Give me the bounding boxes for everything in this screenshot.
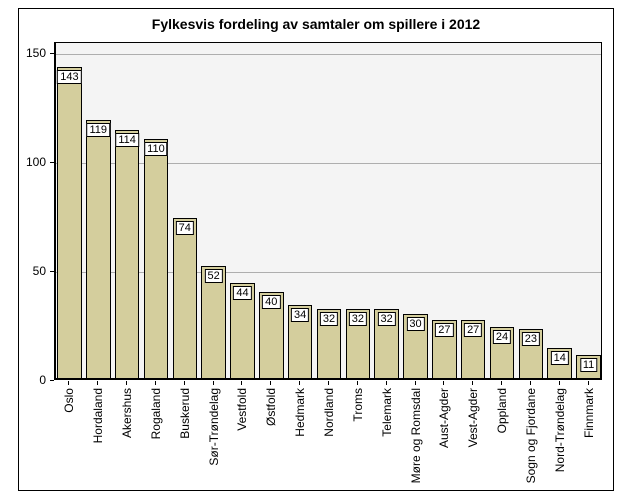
bar-value-label: 114	[115, 133, 139, 147]
bar: 27	[432, 320, 457, 379]
x-tick	[241, 381, 242, 385]
x-tick-label: Sør-Trøndelag	[207, 388, 221, 466]
x-tick-label: Hordaland	[91, 388, 105, 443]
bar-value-label: 24	[493, 330, 511, 344]
y-tick	[50, 53, 54, 54]
bar: 30	[403, 314, 428, 379]
x-tick	[501, 381, 502, 385]
y-tick-label: 100	[0, 155, 46, 169]
bar: 24	[490, 327, 515, 379]
plot-area: 143 119 114 110 74 52 44 40 34 32 32 32 30 27 27 24 23 14…	[54, 42, 602, 380]
x-tick	[530, 381, 531, 385]
x-tick	[357, 381, 358, 385]
x-tick-label: Oslo	[62, 388, 76, 413]
bar: 114	[115, 130, 140, 379]
x-tick-label: Vestfold	[235, 388, 249, 431]
bar: 119	[86, 120, 111, 379]
bar-value-label: 11	[580, 358, 597, 372]
y-tick-label: 150	[0, 46, 46, 60]
x-tick	[328, 381, 329, 385]
bar: 44	[230, 283, 255, 379]
bar-value-label: 27	[435, 323, 453, 337]
x-tick-label: Nordland	[322, 388, 336, 437]
x-tick-label: Aust-Agder	[437, 388, 451, 448]
x-tick	[472, 381, 473, 385]
x-tick	[415, 381, 416, 385]
x-tick-label: Nord-Trøndelag	[553, 388, 567, 472]
bar-value-label: 32	[349, 312, 367, 326]
x-tick	[184, 381, 185, 385]
bar-value-label: 119	[86, 123, 110, 137]
x-axis-line	[55, 378, 601, 379]
x-tick	[559, 381, 560, 385]
bar-value-label: 34	[291, 308, 309, 322]
bar-value-label: 14	[551, 351, 569, 365]
bar-value-label: 74	[176, 221, 194, 235]
bar: 74	[173, 218, 198, 379]
bar: 14	[547, 348, 572, 379]
x-tick	[68, 381, 69, 385]
x-tick	[155, 381, 156, 385]
bar: 27	[461, 320, 486, 379]
x-tick	[588, 381, 589, 385]
y-axis-line	[55, 43, 56, 379]
bar-value-label: 143	[57, 70, 81, 84]
x-tick	[443, 381, 444, 385]
bar: 23	[519, 329, 544, 379]
x-tick	[126, 381, 127, 385]
bars-group: 143 119 114 110 74 52 44 40 34 32 32 32 30 27 27 24 23 14…	[55, 43, 601, 379]
bar-value-label: 32	[320, 312, 338, 326]
bar: 110	[144, 139, 169, 379]
x-tick-label: Hedmark	[293, 388, 307, 437]
bar: 34	[288, 305, 313, 379]
bar: 32	[346, 309, 371, 379]
x-tick-label: Sogn og Fjordane	[524, 388, 538, 483]
chart-container: Fylkesvis fordeling av samtaler om spill…	[0, 0, 626, 501]
x-tick	[213, 381, 214, 385]
bar: 32	[317, 309, 342, 379]
x-tick	[97, 381, 98, 385]
x-tick-label: Buskerud	[178, 388, 192, 439]
bar-value-label: 27	[464, 323, 482, 337]
bar-value-label: 32	[378, 312, 396, 326]
bar-value-label: 44	[233, 286, 251, 300]
y-tick-label: 50	[0, 264, 46, 278]
bar-value-label: 52	[204, 269, 222, 283]
y-tick-label: 0	[0, 373, 46, 387]
x-tick	[299, 381, 300, 385]
bar: 40	[259, 292, 284, 379]
chart-title: Fylkesvis fordeling av samtaler om spill…	[18, 16, 614, 32]
x-tick-label: Østfold	[264, 388, 278, 426]
x-tick-label: Troms	[351, 388, 365, 422]
x-tick-label: Møre og Romsdal	[409, 388, 423, 483]
bar-value-label: 30	[406, 317, 424, 331]
x-tick-label: Akershus	[120, 388, 134, 438]
x-tick	[270, 381, 271, 385]
bar: 52	[201, 266, 226, 379]
x-tick-label: Oppland	[495, 388, 509, 433]
x-tick	[386, 381, 387, 385]
y-tick	[50, 380, 54, 381]
x-tick-label: Telemark	[380, 388, 394, 437]
x-tick-label: Finnmark	[582, 388, 596, 438]
bar-value-label: 110	[144, 142, 168, 156]
bar-value-label: 23	[522, 332, 540, 346]
y-tick	[50, 271, 54, 272]
y-tick	[50, 162, 54, 163]
bar: 11	[576, 355, 601, 379]
x-tick-label: Vest-Agder	[466, 388, 480, 447]
bar-value-label: 40	[262, 295, 280, 309]
bar: 32	[374, 309, 399, 379]
bar: 143	[57, 67, 82, 379]
x-tick-label: Rogaland	[149, 388, 163, 439]
